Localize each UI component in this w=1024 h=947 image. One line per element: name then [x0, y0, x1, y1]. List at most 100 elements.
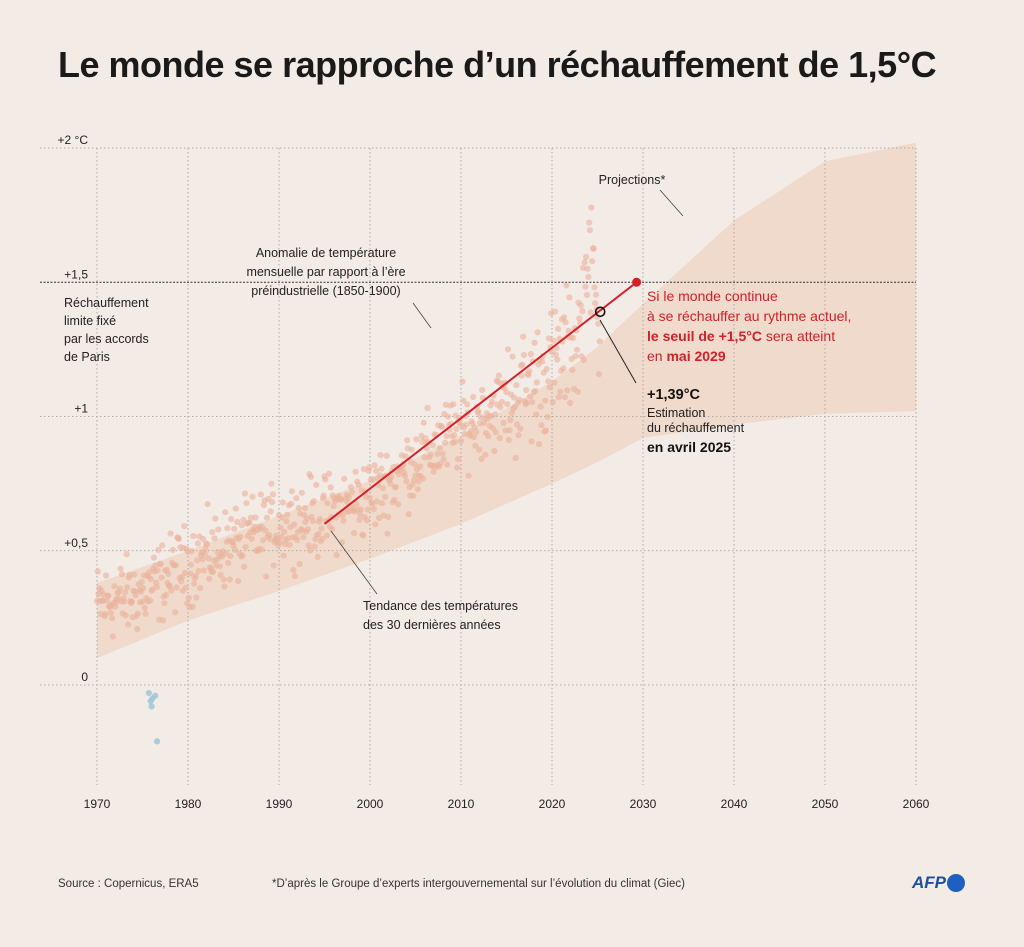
data-point: [267, 508, 274, 515]
y-tick-label: +1,5: [64, 267, 88, 281]
data-point: [284, 511, 291, 518]
data-point: [221, 583, 228, 590]
projection-band: [97, 142, 916, 659]
data-point: [257, 491, 264, 498]
data-point: [125, 621, 132, 628]
data-point: [304, 526, 311, 533]
data-point: [445, 413, 452, 420]
data-point: [258, 546, 265, 553]
data-point: [283, 518, 290, 525]
data-point: [134, 610, 141, 617]
data-point: [124, 584, 131, 591]
data-point: [577, 302, 584, 309]
data-point: [320, 492, 327, 499]
data-point: [526, 393, 534, 400]
data-point: [379, 500, 386, 507]
x-tick-label: 2000: [357, 797, 384, 811]
data-point: [385, 513, 392, 521]
data-point: [134, 626, 141, 633]
data-point: [291, 521, 298, 528]
data-point: [201, 550, 208, 557]
data-point: [529, 399, 536, 406]
data-point: [480, 419, 487, 427]
data-point: [360, 532, 367, 539]
data-point: [519, 361, 526, 368]
data-point: [532, 387, 539, 395]
data-point: [189, 603, 196, 610]
data-point: [545, 378, 552, 385]
data-point: [200, 567, 207, 574]
data-point: [438, 424, 446, 431]
data-point: [222, 509, 229, 516]
data-point: [451, 438, 458, 445]
data-point: [470, 393, 477, 401]
data-point: [182, 584, 189, 591]
data-point: [159, 542, 166, 549]
data-point: [478, 455, 485, 463]
x-tick-label: 1970: [84, 797, 111, 811]
data-point: [103, 597, 110, 604]
data-point: [161, 600, 168, 607]
data-point: [94, 568, 101, 575]
data-point: [414, 486, 421, 493]
data-point: [537, 403, 544, 410]
data-point: [209, 529, 216, 536]
data-point: [324, 500, 331, 507]
data-point: [322, 476, 329, 483]
data-point: [327, 484, 334, 491]
data-point: [216, 563, 223, 570]
data-point: [211, 535, 218, 542]
data-point: [492, 429, 499, 436]
data-point: [235, 578, 242, 585]
afp-logo-dot-icon: [947, 874, 965, 892]
data-point: [454, 456, 462, 463]
data-point: [589, 258, 596, 265]
data-point: [554, 356, 561, 363]
data-point: [107, 609, 114, 616]
data-point: [340, 517, 347, 524]
data-point: [139, 598, 146, 605]
data-point: [351, 530, 358, 537]
data-point: [181, 569, 189, 577]
data-point: [567, 399, 574, 407]
data-point: [172, 562, 179, 569]
data-point: [279, 499, 286, 506]
data-point: [301, 505, 308, 512]
data-point: [562, 319, 569, 326]
data-point: [373, 467, 380, 474]
data-point: [243, 500, 250, 507]
data-point: [572, 353, 579, 360]
data-point: [570, 334, 577, 341]
data-point: [252, 514, 259, 521]
y-tick-label: +2 °C: [58, 133, 89, 147]
data-point: [357, 510, 364, 518]
data-point: [415, 478, 422, 485]
data-point: [583, 291, 591, 299]
data-point: [290, 567, 297, 574]
data-point: [581, 259, 588, 266]
data-point: [316, 516, 323, 523]
data-point: [371, 462, 378, 469]
data-point: [408, 446, 415, 453]
data-point: [405, 511, 412, 518]
data-point: [453, 426, 460, 433]
data-point: [206, 575, 213, 582]
footnote: *D’après le Groupe d’experts intergouver…: [272, 878, 685, 890]
threshold-label-line: Réchauffement: [64, 296, 149, 310]
data-point: [363, 517, 371, 524]
data-point: [314, 553, 321, 561]
estimate-text: du réchauffement: [647, 421, 745, 435]
threshold-reach-text: Si le monde continue: [647, 288, 778, 304]
data-point: [288, 488, 295, 495]
estimate-marker: [594, 306, 606, 318]
data-point: [555, 325, 562, 332]
data-point: [193, 594, 200, 601]
x-tick-label: 2040: [721, 797, 748, 811]
data-point: [286, 541, 293, 548]
trend-label-line: des 30 dernières années: [363, 618, 501, 632]
data-point: [511, 403, 518, 411]
data-point: [442, 439, 449, 446]
data-point: [295, 504, 302, 511]
data-point: [496, 434, 503, 442]
data-point: [512, 455, 519, 462]
